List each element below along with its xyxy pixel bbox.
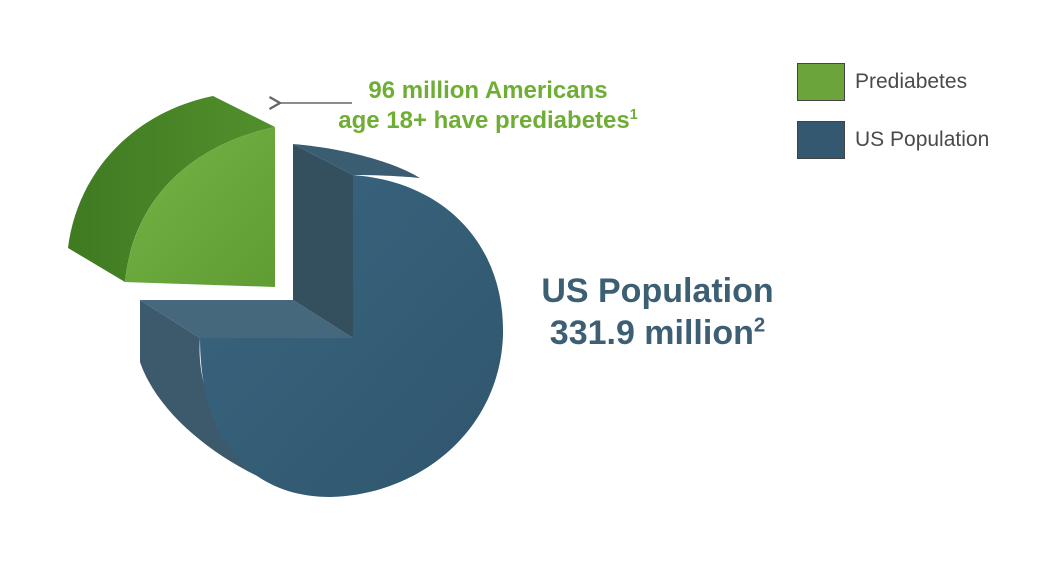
pie-slice-prediabetes-top (125, 127, 275, 287)
prediabetes-annotation-line2-text: age 18+ have prediabetes (338, 107, 630, 134)
pie-slice-us-population-side (140, 300, 296, 492)
prediabetes-annotation: 96 million Americans age 18+ have predia… (318, 76, 658, 136)
legend: Prediabetes US Population (797, 62, 989, 178)
pie-slice-us-population-rim (293, 144, 420, 178)
prediabetes-annotation-line1: 96 million Americans (368, 77, 608, 104)
pie-slice-prediabetes-side (68, 96, 275, 282)
pie-slice-us-population-inner-wall (293, 144, 353, 338)
legend-label-us-population: US Population (855, 128, 990, 151)
legend-label-prediabetes: Prediabetes (855, 70, 968, 93)
population-annotation-line2-text: 331.9 million (549, 314, 754, 352)
pie-slice-prediabetes (68, 96, 275, 287)
pie-slice-us-population-inner-flat (140, 300, 353, 338)
legend-swatch-prediabetes (797, 63, 845, 101)
legend-item-us-population: US Population (797, 120, 989, 160)
population-footnote: 2 (753, 314, 766, 337)
prediabetes-annotation-line2: age 18+ have prediabetes1 (318, 106, 658, 136)
legend-item-prediabetes: Prediabetes (797, 62, 989, 102)
population-annotation: US Population 331.9 million2 (510, 270, 805, 354)
pie-slice-us-population-top (200, 175, 504, 497)
legend-swatch-us-population (797, 121, 845, 159)
pie-slice-us-population (140, 144, 504, 497)
population-annotation-line1: US Population (541, 272, 774, 310)
prediabetes-footnote: 1 (629, 107, 638, 123)
population-annotation-line2: 331.9 million2 (510, 312, 805, 354)
